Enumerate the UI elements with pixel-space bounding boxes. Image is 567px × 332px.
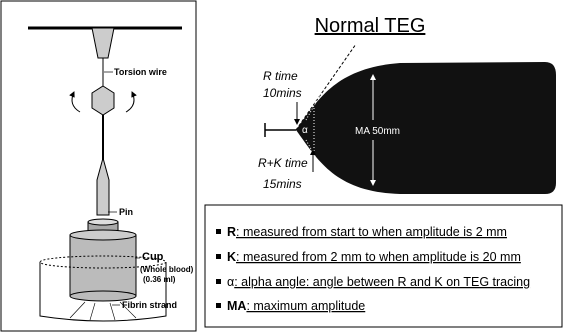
definition-text: : measured from start to when amplitude …: [236, 225, 507, 239]
definition-text: : measured from 2 mm to when amplitude i…: [236, 250, 521, 264]
teg-label: 15mins: [263, 177, 302, 191]
definition: MA: maximum amplitude: [227, 299, 365, 313]
teg-label: 10mins: [263, 86, 302, 100]
teg-label: R time: [263, 69, 298, 83]
teg-title: Normal TEG: [315, 15, 426, 37]
term: α: [227, 275, 234, 289]
label: Pin: [119, 207, 133, 217]
apparatus: [28, 26, 182, 322]
label: Fibrin strand: [122, 300, 177, 310]
label: Torsion wire: [114, 67, 167, 77]
label: (Whole blood): [140, 265, 194, 274]
teg-tracing: [264, 43, 556, 194]
definition-text: : alpha angle: angle between R and K on …: [234, 275, 530, 289]
label: (0.36 ml): [143, 275, 176, 284]
teg-label: R+K time: [258, 156, 308, 170]
apparatus-panel: [0, 0, 197, 332]
definition: R: measured from start to when amplitude…: [227, 225, 507, 239]
teg-label: α: [302, 125, 308, 136]
teg-label: MA 50mm: [355, 126, 400, 137]
definition: α: alpha angle: angle between R and K on…: [227, 275, 530, 289]
definition: K: measured from 2 mm to when amplitude …: [227, 250, 521, 264]
term: K: [227, 250, 236, 264]
term: MA: [227, 299, 246, 313]
term: R: [227, 225, 236, 239]
definitions-box: [204, 204, 563, 328]
definition-text: : maximum amplitude: [246, 299, 365, 313]
label: Cup: [142, 251, 164, 263]
definitions: R: measured from start to when amplitude…: [216, 225, 530, 313]
